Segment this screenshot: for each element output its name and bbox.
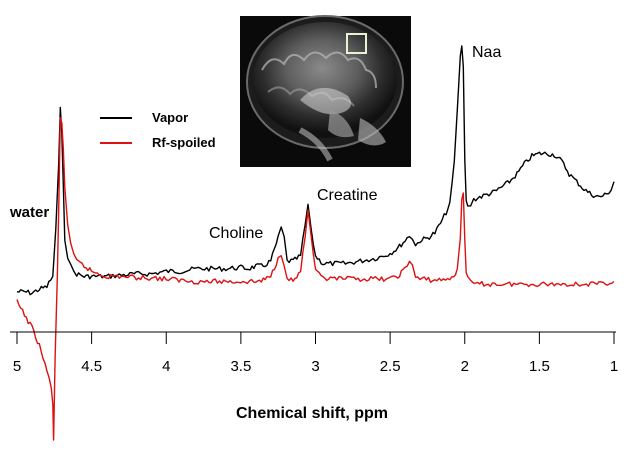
x-tick-label: 2.5 — [380, 358, 401, 375]
mri-inset-image — [240, 15, 411, 167]
x-tick-label: 5 — [13, 358, 21, 375]
series-line-rf-spoiled — [16, 117, 615, 441]
x-tick-label: 4 — [162, 358, 170, 375]
annotation-creatine: Creatine — [317, 187, 378, 204]
legend-label-vapor: Vapor — [152, 110, 188, 125]
x-tick-label: 1 — [610, 358, 618, 375]
x-tick-label: 3 — [311, 358, 319, 375]
x-axis-title: Chemical shift, ppm — [236, 405, 388, 422]
x-tick-label: 1.5 — [529, 358, 550, 375]
x-axis-ticks: 5 4.5 4 3.5 3 2.5 2 1.5 1 — [13, 332, 618, 375]
voxel-marker — [346, 33, 367, 54]
legend: Vapor Rf-spoiled — [100, 110, 216, 150]
x-tick-label: 4.5 — [81, 358, 102, 375]
peak-annotations: water Choline Creatine Naa — [9, 44, 501, 242]
legend-label-rf-spoiled: Rf-spoiled — [152, 135, 216, 150]
annotation-naa: Naa — [472, 44, 501, 61]
x-tick-label: 3.5 — [230, 358, 251, 375]
x-tick-label: 2 — [461, 358, 469, 375]
annotation-choline: Choline — [209, 225, 263, 242]
annotation-water: water — [9, 204, 49, 221]
series-layer — [16, 45, 615, 441]
